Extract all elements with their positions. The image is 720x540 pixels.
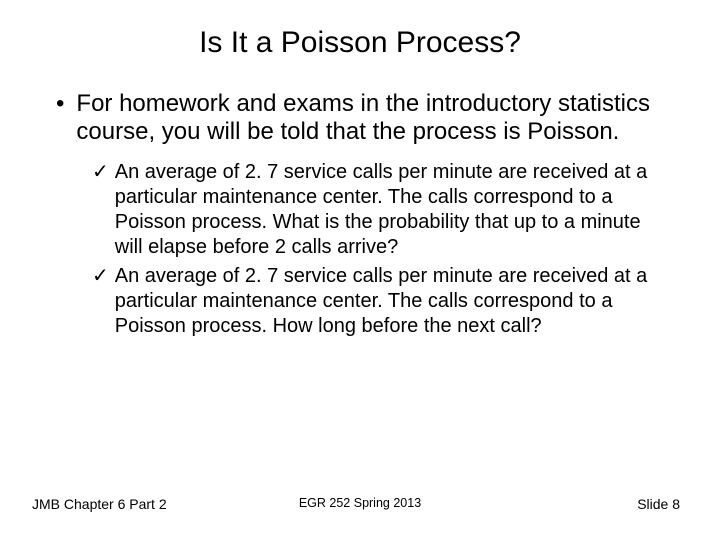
check-item: ✓ An average of 2. 7 service calls per m… — [92, 264, 650, 339]
check-icon: ✓ — [92, 160, 109, 185]
check-item: ✓ An average of 2. 7 service calls per m… — [92, 160, 650, 260]
bullet-block: • For homework and exams in the introduc… — [56, 90, 680, 146]
slide-container: Is It a Poisson Process? • For homework … — [0, 0, 720, 540]
slide-title: Is It a Poisson Process? — [40, 26, 680, 60]
check-text: An average of 2. 7 service calls per min… — [115, 160, 650, 260]
bullet-dot-icon: • — [56, 90, 64, 118]
check-icon: ✓ — [92, 264, 109, 289]
check-text: An average of 2. 7 service calls per min… — [115, 264, 650, 339]
footer-left: JMB Chapter 6 Part 2 — [32, 496, 167, 512]
check-block: ✓ An average of 2. 7 service calls per m… — [92, 160, 650, 339]
bullet-item: • For homework and exams in the introduc… — [56, 90, 680, 146]
footer-right: Slide 8 — [637, 496, 680, 512]
slide-footer: JMB Chapter 6 Part 2 EGR 252 Spring 2013… — [0, 496, 720, 512]
bullet-text: For homework and exams in the introducto… — [76, 90, 680, 146]
footer-center: EGR 252 Spring 2013 — [299, 496, 421, 510]
